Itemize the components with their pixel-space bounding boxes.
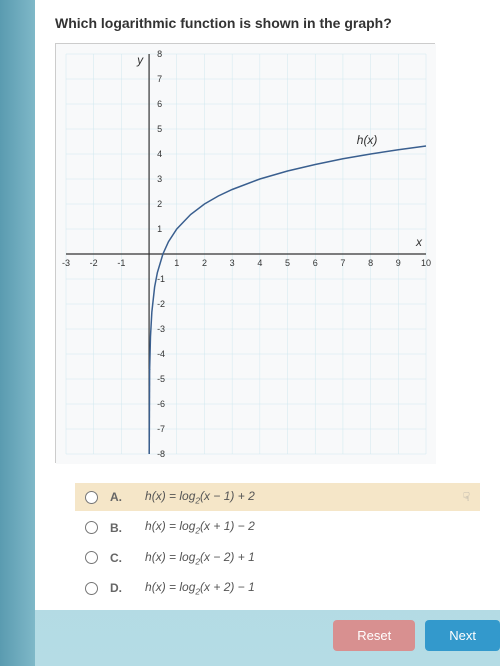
option-text: h(x) = log2(x + 2) − 1 bbox=[145, 580, 470, 596]
svg-text:-3: -3 bbox=[157, 324, 165, 334]
option-b[interactable]: B. h(x) = log2(x + 1) − 2 bbox=[75, 513, 480, 541]
svg-text:4: 4 bbox=[157, 149, 162, 159]
svg-text:1: 1 bbox=[157, 224, 162, 234]
log-graph: -3 -2 -1 1 2 3 4 5 6 7 8 9 10 -8 -7 -6 -5 -4 -3 -2 -1 1 2 3 4 5 6 7… bbox=[56, 44, 436, 464]
svg-text:-8: -8 bbox=[157, 449, 165, 459]
svg-text:-5: -5 bbox=[157, 374, 165, 384]
question-text: Which logarithmic function is shown in t… bbox=[55, 15, 480, 31]
svg-text:8: 8 bbox=[368, 258, 373, 268]
svg-text:5: 5 bbox=[157, 124, 162, 134]
svg-text:3: 3 bbox=[230, 258, 235, 268]
svg-text:-4: -4 bbox=[157, 349, 165, 359]
svg-text:7: 7 bbox=[340, 258, 345, 268]
svg-text:10: 10 bbox=[421, 258, 431, 268]
svg-text:5: 5 bbox=[285, 258, 290, 268]
pointer-icon: ☟ bbox=[463, 490, 470, 504]
svg-text:6: 6 bbox=[313, 258, 318, 268]
svg-text:-3: -3 bbox=[62, 258, 70, 268]
option-radio[interactable] bbox=[85, 582, 98, 595]
option-text: h(x) = log2(x − 1) + 2 bbox=[145, 489, 443, 505]
svg-text:7: 7 bbox=[157, 74, 162, 84]
svg-text:x: x bbox=[415, 235, 423, 249]
svg-text:6: 6 bbox=[157, 99, 162, 109]
svg-text:2: 2 bbox=[202, 258, 207, 268]
svg-text:-7: -7 bbox=[157, 424, 165, 434]
svg-text:-1: -1 bbox=[117, 258, 125, 268]
svg-text:9: 9 bbox=[396, 258, 401, 268]
svg-text:4: 4 bbox=[257, 258, 262, 268]
option-a[interactable]: A. h(x) = log2(x − 1) + 2 ☟ bbox=[75, 483, 480, 511]
option-radio[interactable] bbox=[85, 551, 98, 564]
svg-text:3: 3 bbox=[157, 174, 162, 184]
option-letter: C. bbox=[110, 551, 130, 565]
svg-text:8: 8 bbox=[157, 49, 162, 59]
next-button[interactable]: Next bbox=[425, 620, 500, 651]
option-letter: A. bbox=[110, 490, 130, 504]
option-radio[interactable] bbox=[85, 521, 98, 534]
left-edge-decoration bbox=[0, 0, 35, 666]
option-c[interactable]: C. h(x) = log2(x − 2) + 1 bbox=[75, 544, 480, 572]
svg-text:-2: -2 bbox=[90, 258, 98, 268]
svg-text:y: y bbox=[136, 53, 144, 67]
options-list: A. h(x) = log2(x − 1) + 2 ☟ B. h(x) = log2(x… bbox=[75, 483, 480, 603]
option-text: h(x) = log2(x − 2) + 1 bbox=[145, 550, 470, 566]
svg-text:-2: -2 bbox=[157, 299, 165, 309]
graph-container: -3 -2 -1 1 2 3 4 5 6 7 8 9 10 -8 -7 -6 -5 -4 -3 -2 -1 1 2 3 4 5 6 7… bbox=[55, 43, 435, 463]
option-letter: B. bbox=[110, 521, 130, 535]
button-bar: Reset Next bbox=[333, 620, 500, 651]
svg-text:h(x): h(x) bbox=[357, 133, 378, 147]
svg-text:2: 2 bbox=[157, 199, 162, 209]
option-d[interactable]: D. h(x) = log2(x + 2) − 1 bbox=[75, 574, 480, 602]
reset-button[interactable]: Reset bbox=[333, 620, 415, 651]
option-text: h(x) = log2(x + 1) − 2 bbox=[145, 519, 470, 535]
option-letter: D. bbox=[110, 581, 130, 595]
svg-text:-1: -1 bbox=[157, 274, 165, 284]
svg-text:-6: -6 bbox=[157, 399, 165, 409]
question-panel: Which logarithmic function is shown in t… bbox=[35, 0, 500, 610]
svg-text:1: 1 bbox=[174, 258, 179, 268]
option-radio[interactable] bbox=[85, 491, 98, 504]
